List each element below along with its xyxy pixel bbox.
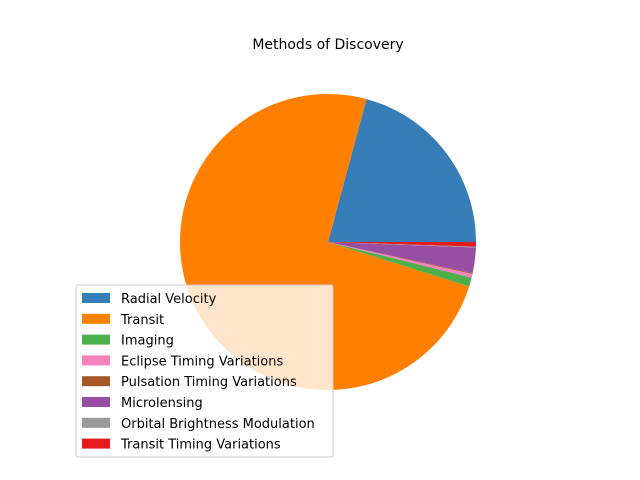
legend-label-imaging: Imaging bbox=[121, 334, 174, 349]
pie-slice-eclipse-timing-variations bbox=[328, 242, 473, 278]
legend-swatch-radial-velocity bbox=[82, 293, 110, 303]
legend-items: Radial Velocity Transit Imaging Eclipse Tim… bbox=[82, 292, 315, 453]
legend-label-orbital-brightness-modulation: Orbital Brightness Modulation bbox=[121, 417, 315, 432]
legend-swatch-transit-timing-variations bbox=[82, 438, 110, 449]
pie-slice-pulsation-timing-variations bbox=[328, 242, 473, 274]
legend-label-microlensing: Microlensing bbox=[121, 396, 203, 411]
legend-swatch-imaging bbox=[82, 334, 110, 345]
legend-swatch-pulsation-timing-variations bbox=[82, 376, 110, 387]
pie-slice-imaging bbox=[328, 242, 472, 287]
legend-label-radial-velocity: Radial Velocity bbox=[121, 292, 217, 307]
pie-slice-transit-timing-variations bbox=[328, 242, 476, 247]
pie-slice-orbital-brightness-modulation bbox=[328, 242, 476, 248]
legend-label-pulsation-timing-variations: Pulsation Timing Variations bbox=[121, 375, 297, 390]
legend: Radial Velocity Transit Imaging Eclipse Tim… bbox=[75, 284, 334, 458]
legend-frame bbox=[75, 284, 334, 458]
legend-swatch-transit bbox=[82, 313, 110, 324]
legend-label-transit: Transit bbox=[120, 313, 164, 328]
legend-swatch-microlensing bbox=[82, 397, 110, 407]
legend-label-transit-timing-variations: Transit Timing Variations bbox=[120, 438, 281, 453]
legend-label-eclipse-timing-variations: Eclipse Timing Variations bbox=[121, 354, 283, 369]
chart-title: Methods of Discovery bbox=[252, 37, 403, 53]
pie-slice-radial-velocity bbox=[328, 99, 476, 242]
pie-slice-microlensing bbox=[328, 242, 476, 274]
legend-swatch-eclipse-timing-variations bbox=[82, 355, 110, 366]
legend-swatch-orbital-brightness-modulation bbox=[82, 417, 110, 428]
